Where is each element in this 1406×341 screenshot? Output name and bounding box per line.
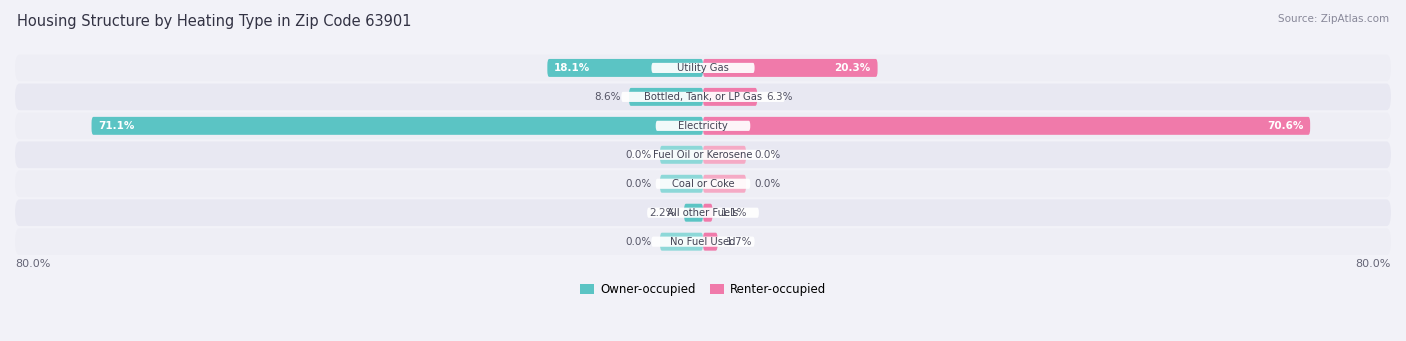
Text: 1.7%: 1.7% [727,237,752,247]
Text: 70.6%: 70.6% [1267,121,1303,131]
Text: 0.0%: 0.0% [626,237,651,247]
FancyBboxPatch shape [651,237,755,247]
FancyBboxPatch shape [15,113,1391,139]
Text: Electricity: Electricity [678,121,728,131]
Legend: Owner-occupied, Renter-occupied: Owner-occupied, Renter-occupied [575,279,831,301]
FancyBboxPatch shape [685,204,703,222]
FancyBboxPatch shape [703,204,713,222]
Text: Bottled, Tank, or LP Gas: Bottled, Tank, or LP Gas [644,92,762,102]
FancyBboxPatch shape [15,228,1391,255]
Text: 0.0%: 0.0% [626,150,651,160]
Text: No Fuel Used: No Fuel Used [671,237,735,247]
FancyBboxPatch shape [703,146,747,164]
FancyBboxPatch shape [655,121,751,131]
Text: 80.0%: 80.0% [15,259,51,269]
Text: 1.1%: 1.1% [721,208,748,218]
FancyBboxPatch shape [15,170,1391,197]
FancyBboxPatch shape [703,88,758,106]
FancyBboxPatch shape [15,55,1391,81]
FancyBboxPatch shape [547,59,703,77]
Text: 2.2%: 2.2% [650,208,675,218]
FancyBboxPatch shape [647,208,759,218]
Text: Fuel Oil or Kerosene: Fuel Oil or Kerosene [654,150,752,160]
Text: 18.1%: 18.1% [554,63,591,73]
FancyBboxPatch shape [628,88,703,106]
FancyBboxPatch shape [651,63,755,73]
Text: Coal or Coke: Coal or Coke [672,179,734,189]
FancyBboxPatch shape [703,233,717,251]
Text: All other Fuels: All other Fuels [668,208,738,218]
FancyBboxPatch shape [15,199,1391,226]
FancyBboxPatch shape [630,150,776,160]
Text: Utility Gas: Utility Gas [678,63,728,73]
Text: 8.6%: 8.6% [593,92,620,102]
FancyBboxPatch shape [703,59,877,77]
FancyBboxPatch shape [703,117,1310,135]
Text: 80.0%: 80.0% [1355,259,1391,269]
FancyBboxPatch shape [659,146,703,164]
Text: 0.0%: 0.0% [755,179,780,189]
FancyBboxPatch shape [655,179,751,189]
Text: 6.3%: 6.3% [766,92,792,102]
Text: 0.0%: 0.0% [626,179,651,189]
Text: 20.3%: 20.3% [834,63,870,73]
FancyBboxPatch shape [621,92,785,102]
Text: 0.0%: 0.0% [755,150,780,160]
FancyBboxPatch shape [703,175,747,193]
FancyBboxPatch shape [15,84,1391,110]
Text: 71.1%: 71.1% [98,121,135,131]
FancyBboxPatch shape [659,233,703,251]
FancyBboxPatch shape [659,175,703,193]
Text: Source: ZipAtlas.com: Source: ZipAtlas.com [1278,14,1389,24]
FancyBboxPatch shape [91,117,703,135]
FancyBboxPatch shape [15,142,1391,168]
Text: Housing Structure by Heating Type in Zip Code 63901: Housing Structure by Heating Type in Zip… [17,14,412,29]
